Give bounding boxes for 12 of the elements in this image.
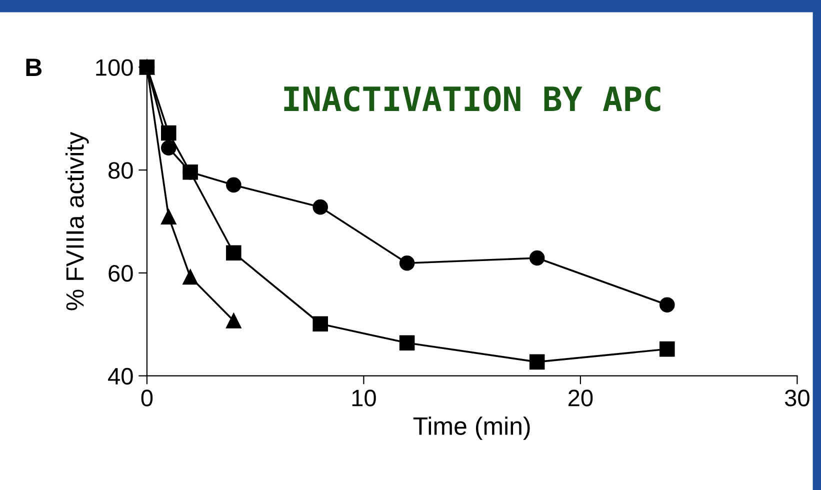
y-tick-label: 40 <box>108 368 133 385</box>
x-tick-label: 20 <box>568 390 593 406</box>
chart-title: INACTIVATION BY APC <box>284 86 660 112</box>
y-axis-title: % FVIIIa activity <box>66 132 89 310</box>
x-tick-label: 10 <box>352 390 376 406</box>
x-tick-label: 0 <box>141 390 153 406</box>
y-tick-label: 80 <box>108 162 133 179</box>
y-tick-label: 60 <box>108 265 133 282</box>
x-axis-title: Time (min) <box>413 416 530 440</box>
text: B <box>26 58 42 76</box>
x-tick-label: 30 <box>784 390 810 406</box>
y-tick-label: 100 <box>96 59 133 76</box>
